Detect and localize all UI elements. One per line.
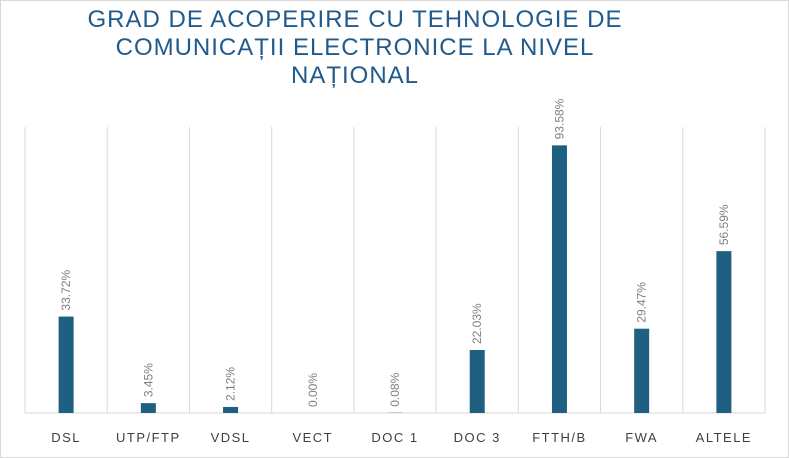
bar-dsl (58, 316, 74, 413)
category-label: DOC 1 (371, 430, 418, 445)
data-labels: 33.72% 3.45% 2.12% 0.00% 0.08% 22.03% 93.58% 29… (59, 98, 731, 407)
bar-fwa (634, 328, 650, 413)
data-label: 0.00% (306, 373, 320, 407)
category-label: VDSL (211, 430, 251, 445)
bar-vdsl (223, 406, 239, 413)
data-label: 3.45% (141, 363, 155, 397)
chart-title-line-1: GRAD DE ACOPERIRE CU TEHNOLOGIE DE (87, 6, 623, 33)
category-labels: DSL UTP/FTP VDSL VECT DOC 1 DOC 3 FTTH/B FWA ALT… (51, 430, 752, 445)
category-label: ALTELE (696, 430, 752, 445)
data-label: 29.47% (635, 282, 649, 323)
data-label: 93.58% (552, 98, 566, 139)
bar-ftth-b (551, 145, 567, 413)
bars (58, 145, 732, 413)
data-label: 2.12% (224, 367, 238, 401)
data-label: 0.08% (388, 372, 402, 406)
category-label: UTP/FTP (116, 430, 181, 445)
bar-doc-3 (469, 349, 485, 413)
category-label: DSL (51, 430, 81, 445)
data-label: 33.72% (59, 270, 73, 311)
chart-title-line-3: NAȚIONAL (290, 62, 420, 89)
category-label: FTTH/B (532, 430, 587, 445)
category-label: DOC 3 (454, 430, 501, 445)
data-label: 22.03% (470, 303, 484, 344)
chart-title-line-2: COMUNICAȚII ELECTRONICE LA NIVEL (115, 34, 595, 61)
data-label: 56.59% (717, 204, 731, 245)
category-label: FWA (625, 430, 658, 445)
bar-utp-ftp (140, 403, 156, 413)
chart-title: GRAD DE ACOPERIRE CU TEHNOLOGIE DE COMUN… (0, 6, 710, 90)
bar-altele (716, 251, 732, 413)
category-label: VECT (292, 430, 333, 445)
grid-lines (24, 127, 766, 414)
